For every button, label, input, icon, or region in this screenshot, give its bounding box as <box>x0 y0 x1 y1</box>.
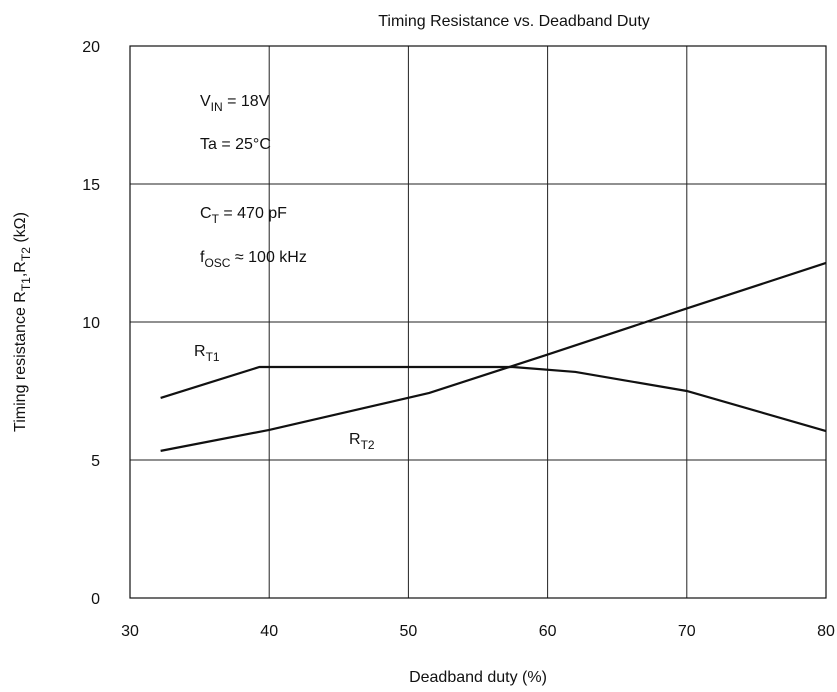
text-part: R <box>194 343 206 360</box>
text-part: R <box>349 431 361 448</box>
text-part: = 470 pF <box>219 205 287 222</box>
text-part: C <box>200 205 212 222</box>
x-tick-label: 60 <box>539 623 557 640</box>
text-part: T2 <box>19 247 33 261</box>
text-part: V <box>200 93 211 110</box>
text-part: Ta = 25°C <box>200 136 271 153</box>
x-tick-label: 30 <box>121 623 139 640</box>
x-axis-label: Deadband duty (%) <box>409 669 547 686</box>
x-tick-label: 80 <box>817 623 835 640</box>
series-line <box>160 261 827 452</box>
text-part: = 18V <box>223 93 270 110</box>
text-part: Timing resistance R <box>12 291 29 432</box>
text-part: ≈ 100 kHz <box>230 249 306 266</box>
chart-title: Timing Resistance vs. Deadband Duty <box>378 13 650 30</box>
y-axis-label: Timing resistance RT1,RT2 (kΩ) <box>12 212 33 432</box>
text-part: T <box>212 212 220 226</box>
text-part: T1 <box>19 277 33 291</box>
text-part: ,R <box>12 261 29 277</box>
text-part: IN <box>211 100 223 114</box>
annotation: VIN = 18V <box>200 93 270 114</box>
y-tick-label: 5 <box>91 453 100 470</box>
series-line <box>160 365 827 433</box>
annotation: Ta = 25°C <box>200 136 271 153</box>
y-tick-label: 0 <box>91 591 100 608</box>
annotation: fOSC ≈ 100 kHz <box>200 249 307 270</box>
y-tick-label: 15 <box>82 177 100 194</box>
x-tick-label: 40 <box>260 623 278 640</box>
annotation: CT = 470 pF <box>200 205 287 226</box>
y-tick-label: 20 <box>82 39 100 56</box>
text-part: (kΩ) <box>12 212 29 247</box>
x-tick-label: 50 <box>400 623 418 640</box>
text-part: OSC <box>204 256 230 270</box>
x-tick-label: 70 <box>678 623 696 640</box>
series-label: RT2 <box>349 431 375 452</box>
text-part: T1 <box>206 350 220 364</box>
y-tick-label: 10 <box>82 315 100 332</box>
series-label: RT1 <box>194 343 220 364</box>
text-part: f <box>200 249 205 266</box>
text-part: T2 <box>361 438 375 452</box>
plot-frame <box>129 45 827 599</box>
